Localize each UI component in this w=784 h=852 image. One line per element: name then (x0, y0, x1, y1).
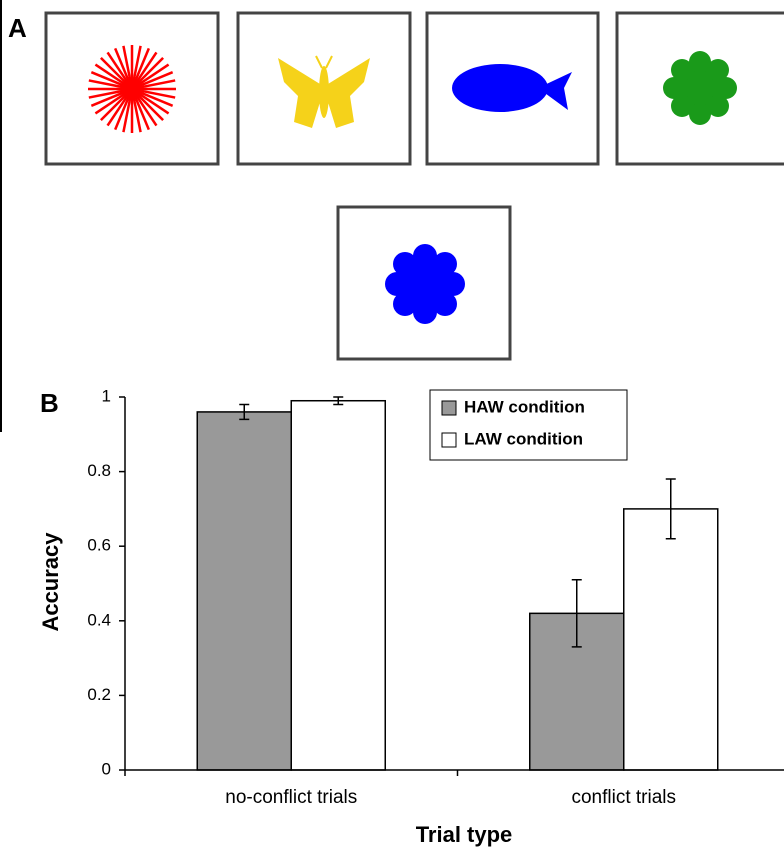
panel-label: B (40, 388, 59, 418)
panel-label: A (8, 13, 27, 43)
x-tick-label: conflict trials (571, 787, 676, 808)
bar (197, 412, 291, 770)
y-axis-label: Accuracy (38, 532, 63, 632)
stimulus-panel (46, 13, 784, 359)
bar (291, 401, 385, 770)
legend-label: LAW condition (464, 429, 583, 448)
y-tick-label: 0.6 (87, 536, 111, 555)
flower-shape (385, 244, 465, 324)
y-tick-label: 0.8 (87, 461, 111, 480)
star-shape (88, 45, 176, 133)
y-tick-label: 1 (102, 386, 111, 405)
y-tick-label: 0.4 (87, 610, 111, 629)
legend-swatch (442, 401, 456, 415)
y-tick-label: 0.2 (87, 685, 111, 704)
y-tick-label: 0 (102, 759, 111, 778)
bar (624, 509, 718, 770)
figure: A (0, 0, 784, 852)
legend-swatch (442, 433, 456, 447)
x-tick-label: no-conflict trials (225, 787, 357, 808)
x-axis-label: Trial type (416, 822, 513, 847)
legend-label: HAW condition (464, 397, 585, 416)
